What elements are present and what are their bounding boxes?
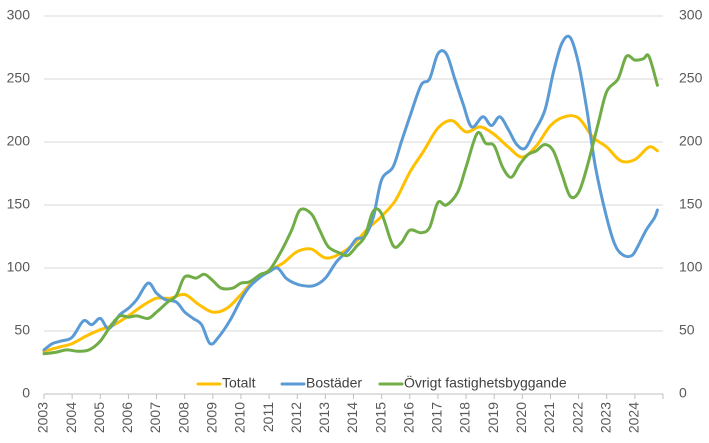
x-tick-label: 2024 xyxy=(626,402,642,433)
legend-label: Bostäder xyxy=(306,375,362,391)
x-tick-label: 2013 xyxy=(316,402,332,433)
y-tick-label-right: 100 xyxy=(679,259,703,275)
y-tick-label-right: 250 xyxy=(679,70,703,86)
x-tick-label: 2011 xyxy=(260,402,276,432)
x-tick-label: 2009 xyxy=(204,402,220,433)
series-line-bost-der xyxy=(42,34,659,352)
legend: Totalt Bostäder Övrigt fastighetsbyggande xyxy=(196,374,567,391)
gridlines xyxy=(44,15,663,332)
legend-label: Övrigt fastighetsbyggande xyxy=(404,374,567,391)
x-tick-label: 2017 xyxy=(429,402,445,433)
legend-label: Totalt xyxy=(222,375,256,391)
x-tick-label: 2015 xyxy=(372,402,388,433)
x-tick-label: 2016 xyxy=(400,402,416,433)
y-tick-label-right: 150 xyxy=(679,196,703,212)
x-tick-label: 2006 xyxy=(119,402,135,433)
y-axis-right: 0 50 100 150 200 250 300 xyxy=(679,7,703,401)
x-tick-label: 2004 xyxy=(63,402,79,433)
y-tick-label-left: 300 xyxy=(7,7,31,23)
x-tick-label: 2003 xyxy=(35,402,51,433)
y-tick-label-left: 0 xyxy=(22,385,30,401)
y-tick-label-left: 50 xyxy=(14,322,30,338)
series-line--vrigt-fastighetsbyggande xyxy=(42,53,659,356)
y-tick-label-right: 50 xyxy=(679,322,695,338)
y-tick-label-left: 250 xyxy=(7,70,31,86)
y-tick-label-left: 200 xyxy=(7,133,31,149)
x-tick-label: 2020 xyxy=(513,402,529,433)
x-tick-label: 2014 xyxy=(344,402,360,433)
x-tick-label: 2019 xyxy=(485,402,501,433)
series-lines xyxy=(42,34,659,356)
x-tick-label: 2005 xyxy=(91,402,107,433)
x-tick-label: 2022 xyxy=(569,402,585,433)
x-tick-label: 2008 xyxy=(175,402,191,433)
x-tick-label: 2007 xyxy=(147,402,163,433)
x-tick-label: 2018 xyxy=(457,402,473,433)
y-tick-label-right: 200 xyxy=(679,133,703,149)
y-tick-label-right: 0 xyxy=(679,385,687,401)
y-axis-left: 0 50 100 150 200 250 300 xyxy=(7,7,31,401)
y-tick-label-left: 100 xyxy=(7,259,31,275)
y-tick-label-right: 300 xyxy=(679,7,703,23)
x-tick-label: 2023 xyxy=(597,402,613,433)
x-tick-label: 2010 xyxy=(232,402,248,433)
x-tick-label: 2021 xyxy=(541,402,557,433)
x-tick-label: 2012 xyxy=(288,402,304,433)
x-axis: 2003 2004 2005 2006 2007 2008 2009 2010 2011 2012… xyxy=(35,393,664,433)
y-tick-label-left: 150 xyxy=(7,196,31,212)
